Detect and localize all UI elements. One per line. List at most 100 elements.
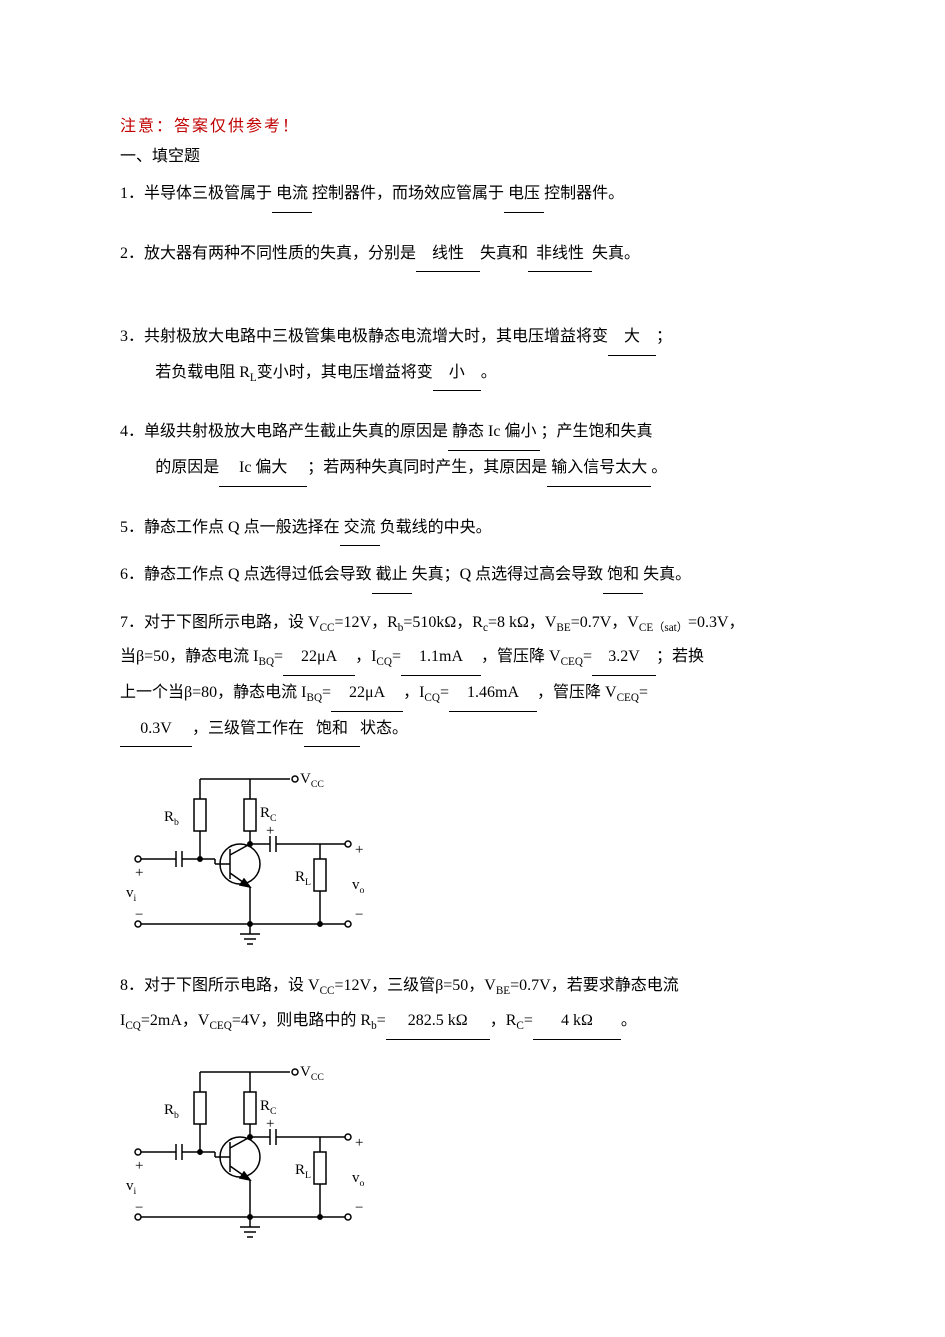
q7-ibq-sub: BQ (259, 657, 275, 669)
q8-t2: =12V，三级管β=50，V (335, 977, 496, 994)
q7-t12: ，I (403, 684, 424, 701)
q7-t8: ，I (355, 648, 376, 665)
q2-num: 2． (120, 237, 144, 271)
q7-blank-6: 0.3V (120, 712, 192, 748)
q2-text-post: 失真。 (592, 245, 640, 262)
q7-eq1: = (274, 648, 283, 665)
q5-num: 5． (120, 519, 144, 536)
q8-vcc-sub: CC (320, 985, 335, 997)
question-5: 5．静态工作点 Q 点一般选择在交流负载线的中央。 (120, 511, 825, 547)
q7-t6: =0.3V， (688, 614, 745, 631)
q7-vbe-sub: BE (556, 622, 570, 634)
q7-t2: =12V，R (335, 614, 398, 631)
q7-blank-5: 1.46mA (449, 676, 537, 712)
q7-blank-4: 22μA (331, 676, 403, 712)
q7-blank-2: 1.1mA (401, 640, 481, 676)
q3-blank-1: 大 (608, 320, 656, 356)
question-8: 8．对于下图所示电路，设 VCC=12V，三级管β=50，VBE=0.7V，若要… (120, 969, 825, 1039)
q7-eq5: = (440, 684, 449, 701)
q8-icq-sub: CQ (125, 1020, 141, 1032)
section-heading: 一、填空题 (120, 145, 825, 169)
q7-icq-sub: CQ (376, 657, 392, 669)
q7-vcc-sub: CC (320, 622, 335, 634)
q5-blank-1: 交流 (340, 511, 380, 547)
q8-t6: =4V，则电路中的 R (232, 1012, 371, 1029)
svg-text:Rb: Rb (164, 809, 179, 828)
question-2: 2．放大器有两种不同性质的失真，分别是线性失真和非线性失真。 (120, 237, 825, 273)
q5-pre: 静态工作点 Q 点一般选择在 (144, 519, 340, 536)
q4-line2: 的原因是Ic 偏大；若两种失真同时产生，其原因是输入信号太大。 (120, 451, 825, 487)
q3-num: 3． (120, 320, 144, 354)
svg-text:vi: vi (126, 885, 137, 904)
q2-text-pre: 放大器有两种不同性质的失真，分别是 (144, 245, 416, 262)
q6-mid: 失真；Q 点选得过高会导致 (412, 566, 604, 583)
question-4: 4．单级共射极放大电路产生截止失真的原因是静态 Ic 偏小；产生饱和失真 的原因… (120, 415, 825, 486)
q4-blank-3: 输入信号太大 (547, 451, 651, 487)
page: 注意：答案仅供参考！ 一、填空题 1．半导体三极管属于电流控制器件，而场效应管属… (0, 0, 945, 1337)
svg-text:RC: RC (260, 805, 277, 824)
q7-blank-1: 22μA (283, 640, 355, 676)
svg-text:VCC: VCC (300, 771, 324, 790)
q8-eq1: = (377, 1012, 386, 1029)
svg-text:RL: RL (295, 869, 311, 888)
q5-post: 负载线的中央。 (380, 519, 492, 536)
q7-vceq-sub: CEQ (561, 657, 583, 669)
q3-l2-mid: 变小时，其电压增益将变 (257, 364, 433, 381)
q6-blank-1: 截止 (372, 558, 412, 594)
q4-num: 4． (120, 415, 144, 449)
svg-text:−: − (135, 1200, 143, 1216)
q7-t14: ，三级管工作在 (192, 720, 304, 737)
q8-num: 8． (120, 977, 144, 994)
q8-t5: =2mA，V (141, 1012, 210, 1029)
svg-text:+: + (135, 1158, 143, 1174)
q7-t10: ；若换 (656, 648, 704, 665)
q8-eq2: = (524, 1012, 533, 1029)
q7-blank-3: 3.2V (592, 640, 656, 676)
q7-num: 7． (120, 614, 144, 631)
q1-text-mid: 控制器件，而场效应管属于 (312, 185, 504, 202)
q7-t4: =8 kΩ，V (488, 614, 556, 631)
q2-text-mid: 失真和 (480, 245, 528, 262)
svg-text:−: − (355, 907, 363, 923)
q8-t1: 对于下图所示电路，设 V (144, 977, 320, 994)
circuit-diagram-2: VCCRbRC+vi−+RL+vo− (120, 1052, 825, 1242)
q7-eq6: = (639, 684, 648, 701)
q8-rc-sub: C (516, 1020, 523, 1032)
q7-ibq-sub2: BQ (307, 692, 323, 704)
q8-t3: =0.7V，若要求静态电流 (510, 977, 679, 994)
q7-eq2: = (392, 648, 401, 665)
q7-t13: ，管压降 V (537, 684, 617, 701)
q4-l2-mid: ；若两种失真同时产生，其原因是 (307, 459, 547, 476)
q7-t5: =0.7V，V (571, 614, 639, 631)
q4-l1-pre: 单级共射极放大电路产生截止失真的原因是 (144, 423, 448, 440)
q1-blank-2: 电压 (504, 177, 544, 213)
question-7: 7．对于下图所示电路，设 VCC=12V，Rb=510kΩ，Rc=8 kΩ，VB… (120, 606, 825, 747)
svg-text:−: − (135, 907, 143, 923)
q8-t8: 。 (621, 1012, 637, 1029)
question-3: 3．共射极放大电路中三极管集电极静态电流增大时，其电压增益将变大； 若负载电阻 … (120, 320, 825, 391)
q8-vbe-sub: BE (496, 985, 510, 997)
q7-vceq-sub2: CEQ (617, 692, 639, 704)
svg-text:+: + (355, 842, 363, 858)
q4-blank-1: 静态 Ic 偏小 (448, 415, 540, 451)
q8-t7: ，R (490, 1012, 517, 1029)
q7-blank-7: 饱和 (304, 712, 360, 748)
q7-eq4: = (322, 684, 331, 701)
q2-blank-2: 非线性 (528, 237, 592, 273)
q6-post: 失真。 (643, 566, 691, 583)
svg-text:RC: RC (260, 1098, 277, 1117)
question-1: 1．半导体三极管属于电流控制器件，而场效应管属于电压控制器件。 (120, 177, 825, 213)
q4-blank-2: Ic 偏大 (219, 451, 307, 487)
svg-text:vi: vi (126, 1178, 137, 1197)
q3-l2-post: 。 (481, 364, 497, 381)
q7-icq-sub2: CQ (424, 692, 440, 704)
q8-blank-2: 4 kΩ (533, 1004, 621, 1040)
svg-text:+: + (266, 823, 274, 839)
q3-l2-pre: 若负载电阻 R (155, 364, 250, 381)
q1-num: 1． (120, 177, 144, 211)
circuit-svg-1: VCCRbRC+vi−+RL+vo− (120, 759, 380, 949)
q8-vceq-sub: CEQ (209, 1020, 231, 1032)
q7-t7: 当β=50，静态电流 I (120, 648, 259, 665)
svg-text:+: + (355, 1135, 363, 1151)
svg-text:−: − (355, 1200, 363, 1216)
